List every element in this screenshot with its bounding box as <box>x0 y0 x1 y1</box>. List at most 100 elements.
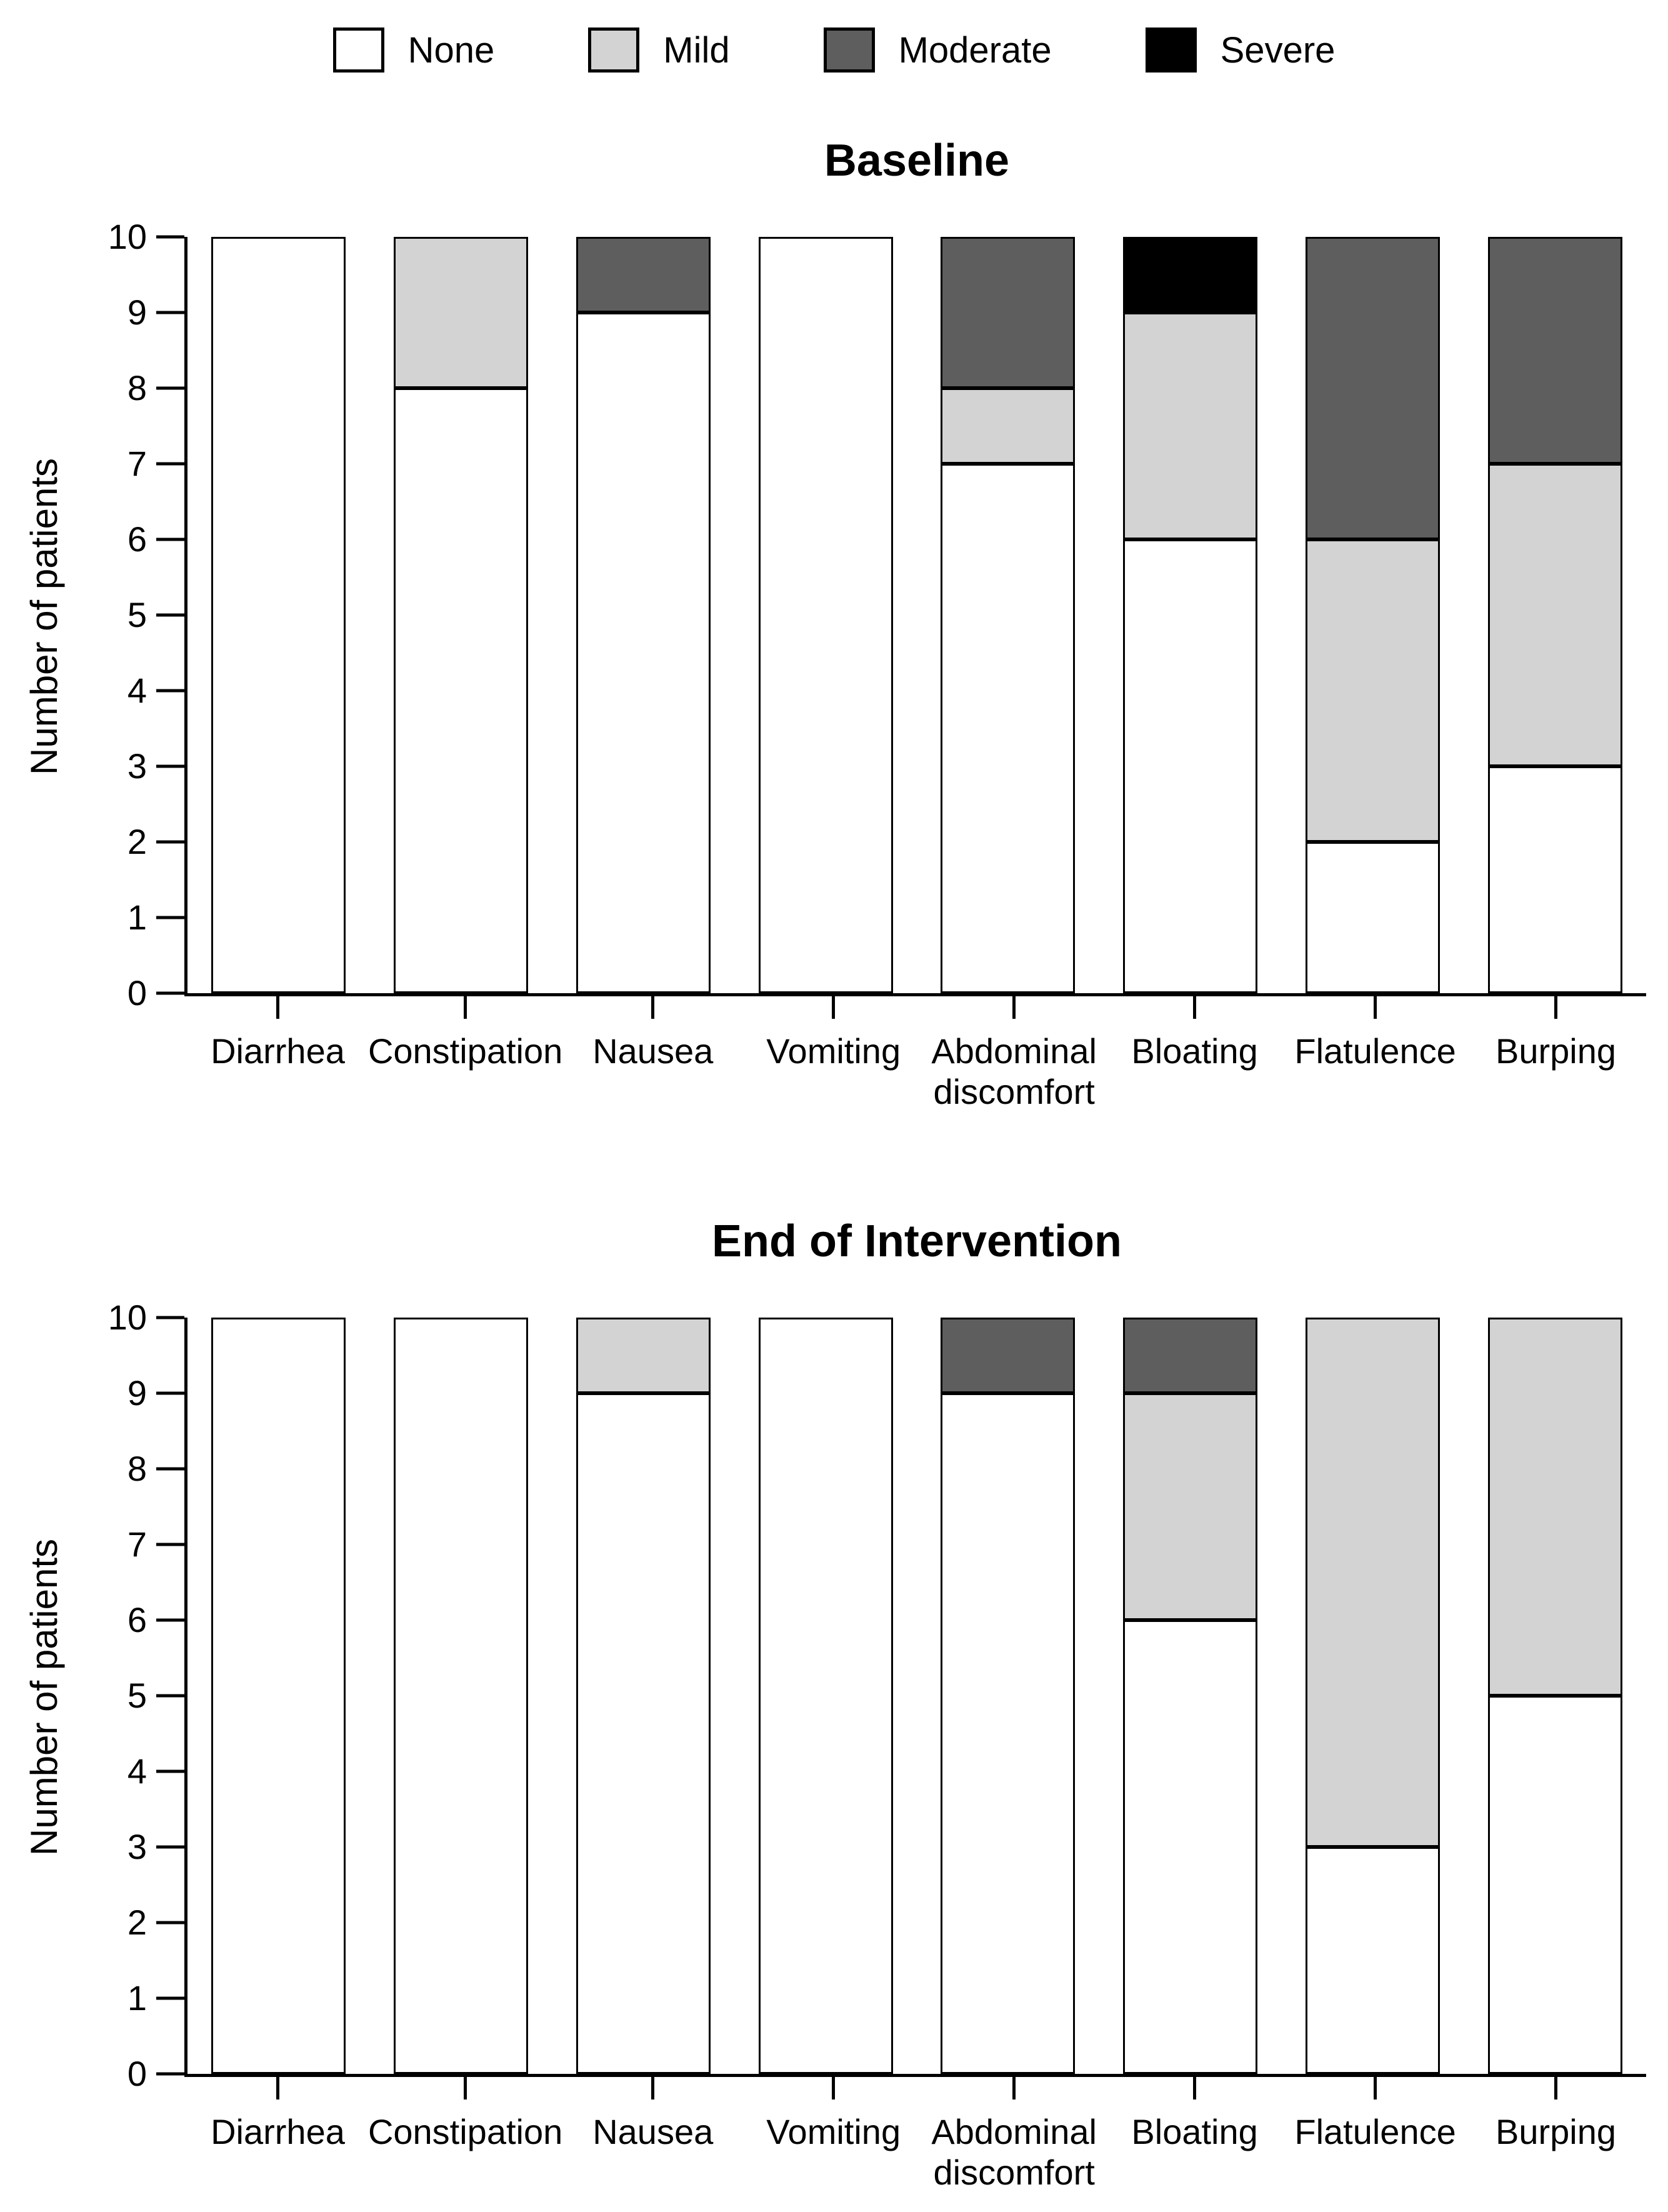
x-tick-nausea <box>651 996 655 1019</box>
y-tick-5 <box>156 613 184 617</box>
bar-nausea <box>576 237 711 994</box>
y-tick-label-3: 3 <box>127 1827 147 1867</box>
chart-end-of-intervention: End of Intervention Number of patients 0… <box>0 1216 1668 2193</box>
bar-diarrhea <box>211 1318 346 2074</box>
y-tick-label-8: 8 <box>127 368 147 408</box>
y-tick-1 <box>156 1996 184 2000</box>
y-tick-10 <box>156 235 184 239</box>
bar-segment-abdominal-discomfort-moderate <box>941 237 1076 389</box>
legend-swatch-mild <box>588 28 640 73</box>
x-tick-abdominal-discomfort <box>1012 2077 1016 2100</box>
plot-area-baseline: 0 1 2 3 4 5 6 7 8 9 10 <box>108 219 1646 1011</box>
x-label-vomiting: Vomiting <box>766 2112 901 2152</box>
x-tick-bloating <box>1193 2077 1197 2100</box>
y-tick-1 <box>156 916 184 919</box>
x-label-diarrhea: Diarrhea <box>211 1031 345 1071</box>
y-tick-3 <box>156 764 184 768</box>
y-tick-label-7: 7 <box>127 1524 147 1564</box>
x-tick-vomiting <box>832 996 836 1019</box>
bar-segment-nausea-none <box>576 1393 711 2074</box>
x-label-bloating: Bloating <box>1131 1031 1258 1071</box>
bar-segment-constipation-none <box>394 1318 529 2074</box>
x-tick-burping <box>1554 996 1557 1019</box>
plot-row: Number of patients 0 1 2 3 4 5 6 7 8 9 10 <box>0 1300 1668 2091</box>
bar-abdominal-discomfort <box>941 237 1076 994</box>
x-label-abdominal-discomfort: Abdominal discomfort <box>931 1031 1097 1111</box>
bar-flatulence <box>1305 237 1440 994</box>
bar-segment-flatulence-mild <box>1305 539 1440 843</box>
bar-flatulence <box>1305 1318 1440 2074</box>
y-tick-0 <box>156 2072 184 2076</box>
legend: None Mild Moderate Severe <box>0 0 1668 79</box>
x-label-nausea: Nausea <box>592 1031 714 1071</box>
bar-segment-abdominal-discomfort-moderate <box>941 1318 1076 1394</box>
x-tick-constipation <box>464 2077 467 2100</box>
bar-segment-bloating-none <box>1123 1620 1258 2074</box>
bar-segment-abdominal-discomfort-none <box>941 1393 1076 2074</box>
y-tick-10 <box>156 1316 184 1319</box>
bar-bloating <box>1123 237 1258 994</box>
bar-segment-constipation-mild <box>394 237 529 389</box>
y-tick-label-5: 5 <box>127 595 147 635</box>
bar-segment-nausea-none <box>576 313 711 994</box>
plot-row: Number of patients 0 1 2 3 4 5 6 7 8 9 10 <box>0 219 1668 1011</box>
y-tick-4 <box>156 1769 184 1773</box>
y-tick-3 <box>156 1845 184 1849</box>
y-tick-label-10: 10 <box>107 1298 147 1338</box>
bar-segment-burping-none <box>1487 766 1622 994</box>
y-tick-label-0: 0 <box>127 2054 147 2094</box>
bar-segment-burping-moderate <box>1487 237 1622 464</box>
legend-swatch-moderate <box>823 28 875 73</box>
legend-label: Moderate <box>898 29 1052 71</box>
x-tick-burping <box>1554 2077 1557 2100</box>
bar-segment-diarrhea-none <box>211 237 346 994</box>
x-category-vomiting: Vomiting <box>743 2077 924 2193</box>
x-tick-diarrhea <box>276 996 279 1019</box>
y-tick-label-5: 5 <box>127 1676 147 1716</box>
x-category-nausea: Nausea <box>562 2077 743 2193</box>
bar-vomiting <box>758 237 893 994</box>
y-tick-label-10: 10 <box>107 217 147 257</box>
x-label-bloating: Bloating <box>1131 2112 1258 2152</box>
y-tick-label-2: 2 <box>127 1903 147 1943</box>
bar-abdominal-discomfort <box>941 1318 1076 2074</box>
x-tick-abdominal-discomfort <box>1012 996 1016 1019</box>
y-tick-6 <box>156 1618 184 1622</box>
x-category-abdominal-discomfort: Abdominal discomfort <box>924 996 1104 1112</box>
x-label-nausea: Nausea <box>592 2112 714 2152</box>
x-category-vomiting: Vomiting <box>743 996 924 1112</box>
bars <box>187 1318 1646 2074</box>
bar-segment-bloating-none <box>1123 539 1258 994</box>
x-tick-nausea <box>651 2077 655 2100</box>
x-category-diarrhea: Diarrhea <box>187 2077 368 2193</box>
y-tick-label-1: 1 <box>127 1978 147 2018</box>
y-tick-2 <box>156 1921 184 1924</box>
x-label-flatulence: Flatulence <box>1294 1031 1456 1071</box>
bar-segment-burping-none <box>1487 1696 1622 2074</box>
y-tick-label-2: 2 <box>127 822 147 862</box>
x-category-nausea: Nausea <box>562 996 743 1112</box>
y-tick-0 <box>156 991 184 995</box>
bar-constipation <box>394 1318 529 2074</box>
x-tick-bloating <box>1193 996 1197 1019</box>
bar-segment-diarrhea-none <box>211 1318 346 2074</box>
bar-nausea <box>576 1318 711 2074</box>
x-category-constipation: Constipation <box>368 996 562 1112</box>
chart-baseline: Baseline Number of patients 0 1 2 3 4 5 6 7 8 9 10… <box>0 136 1668 1112</box>
y-tick-label-1: 1 <box>127 898 147 938</box>
y-tick-6 <box>156 538 184 541</box>
x-tick-flatulence <box>1374 2077 1377 2100</box>
bar-constipation <box>394 237 529 994</box>
y-tick-label-9: 9 <box>127 1373 147 1413</box>
x-category-flatulence: Flatulence <box>1285 2077 1466 2193</box>
x-label-vomiting: Vomiting <box>766 1031 901 1071</box>
x-label-burping: Burping <box>1495 1031 1617 1071</box>
legend-item-none: None <box>332 28 494 73</box>
y-tick-7 <box>156 462 184 466</box>
x-label-flatulence: Flatulence <box>1294 2112 1456 2152</box>
legend-swatch-severe <box>1145 28 1197 73</box>
y-tick-label-8: 8 <box>127 1449 147 1489</box>
legend-swatch-none <box>332 28 384 73</box>
bar-segment-bloating-moderate <box>1123 1318 1258 1394</box>
